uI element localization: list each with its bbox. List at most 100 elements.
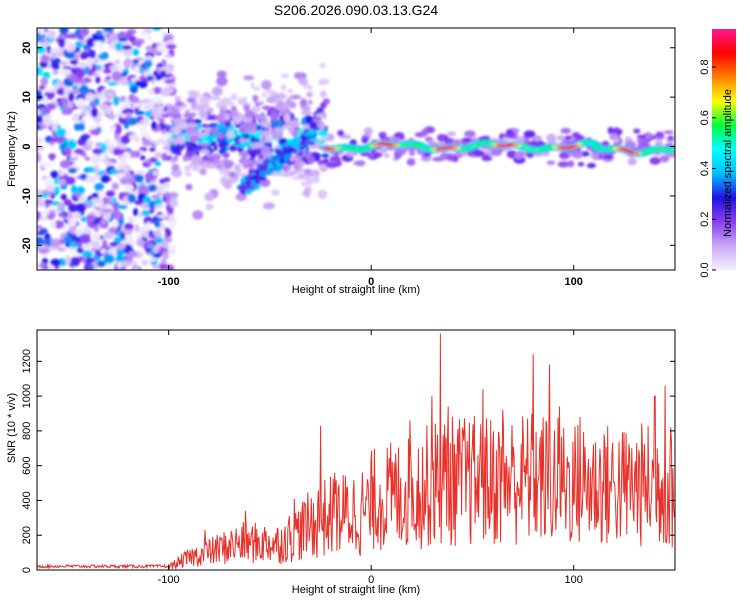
noise-blob bbox=[49, 220, 57, 229]
noise-blob bbox=[44, 86, 55, 93]
onset-blob bbox=[239, 142, 247, 149]
onset-blob bbox=[184, 172, 192, 177]
onset-blob bbox=[200, 123, 210, 128]
branch-blob bbox=[309, 137, 317, 142]
noise-blob bbox=[154, 161, 162, 167]
noise-blob bbox=[143, 117, 150, 127]
noise-blob bbox=[98, 44, 105, 50]
noise-blob bbox=[113, 237, 122, 244]
noise-blob bbox=[68, 92, 75, 102]
noise-blob bbox=[154, 197, 163, 206]
noise-blob bbox=[60, 193, 67, 201]
signal-halo bbox=[353, 160, 366, 166]
signal-halo bbox=[446, 153, 455, 162]
noise-blob bbox=[112, 201, 120, 211]
noise-blob bbox=[142, 140, 152, 147]
onset-blob bbox=[254, 86, 261, 91]
onset-blob bbox=[193, 119, 202, 124]
onset-blob bbox=[308, 85, 313, 91]
signal-halo bbox=[462, 137, 472, 143]
spectrogram-x-axis-title: Height of straight line (km) bbox=[292, 284, 420, 296]
branch-blob bbox=[286, 161, 294, 166]
noise-blob bbox=[68, 203, 78, 213]
noise-blob bbox=[111, 182, 120, 191]
signal-halo bbox=[514, 151, 524, 160]
noise-blob bbox=[76, 247, 84, 254]
noise-blob bbox=[72, 113, 80, 122]
onset-halo bbox=[254, 102, 262, 107]
onset-blob bbox=[184, 164, 191, 173]
spectrogram-y-tick-label: 0 bbox=[21, 143, 33, 149]
signal-halo bbox=[558, 151, 570, 160]
branch-blob bbox=[262, 159, 270, 165]
noise-blob bbox=[123, 227, 133, 236]
noise-blob bbox=[136, 239, 145, 246]
signal-halo bbox=[557, 161, 570, 168]
snr-y-tick-label: 1000 bbox=[21, 384, 33, 408]
noise-blob bbox=[164, 78, 175, 84]
noise-blob bbox=[86, 242, 94, 250]
onset-halo bbox=[307, 155, 315, 165]
onset-blob bbox=[282, 172, 291, 178]
signal-halo bbox=[378, 131, 387, 138]
noise-blob bbox=[86, 37, 97, 47]
noise-blob bbox=[100, 218, 107, 226]
noise-blob bbox=[144, 132, 151, 140]
onset-blob bbox=[293, 176, 298, 181]
noise-blob bbox=[90, 129, 99, 135]
noise-blob bbox=[154, 229, 162, 238]
branch-blob bbox=[249, 176, 256, 181]
noise-blob bbox=[88, 167, 96, 173]
noise-blob bbox=[140, 98, 151, 104]
noise-blob bbox=[105, 262, 113, 270]
noise-blob bbox=[163, 87, 175, 94]
noise-blob bbox=[139, 30, 147, 37]
noise-blob bbox=[160, 258, 167, 265]
signal-halo bbox=[391, 137, 402, 142]
noise-blob bbox=[127, 193, 136, 203]
onset-halo bbox=[216, 70, 227, 78]
spectrogram-y-tick-label: 20 bbox=[21, 42, 33, 54]
noise-blob bbox=[106, 140, 115, 148]
noise-blob bbox=[165, 53, 172, 59]
signal-halo bbox=[383, 153, 390, 158]
noise-blob bbox=[157, 214, 167, 219]
noise-blob bbox=[127, 234, 134, 243]
noise-blob bbox=[59, 28, 69, 35]
snr-x-axis-title: Height of straight line (km) bbox=[292, 584, 420, 596]
noise-blob bbox=[52, 70, 59, 75]
onset-halo bbox=[204, 127, 211, 136]
snr-y-tick-label: 800 bbox=[21, 422, 33, 440]
noise-blob bbox=[86, 70, 94, 76]
snr-y-tick-label: 0 bbox=[21, 567, 33, 573]
signal-halo bbox=[659, 154, 670, 163]
onset-blob bbox=[276, 119, 282, 127]
noise-blob bbox=[97, 111, 103, 121]
noise-blob bbox=[42, 95, 48, 104]
snr-panel: -100 0 100 0 200 400 600 800 1000 1200 Height of… bbox=[6, 329, 676, 596]
onset-blob bbox=[254, 148, 260, 155]
onset-halo bbox=[223, 160, 233, 169]
onset-halo bbox=[261, 80, 272, 90]
onset-halo bbox=[246, 129, 258, 134]
spectrogram-y-tick-label: -20 bbox=[21, 237, 33, 253]
onset-halo bbox=[173, 126, 180, 135]
noise-blob bbox=[159, 117, 165, 125]
onset-blob bbox=[185, 150, 194, 158]
onset-halo bbox=[228, 171, 236, 179]
onset-halo bbox=[300, 110, 313, 116]
onset-halo bbox=[290, 94, 302, 100]
noise-blob bbox=[142, 230, 149, 238]
noise-blob bbox=[109, 124, 116, 131]
noise-blob bbox=[97, 94, 105, 100]
onset-halo bbox=[204, 192, 215, 202]
onset-halo bbox=[199, 168, 207, 176]
noise-blob bbox=[37, 195, 42, 203]
noise-blob bbox=[103, 253, 115, 264]
noise-blob bbox=[98, 190, 105, 200]
noise-blob bbox=[69, 241, 78, 249]
noise-blob bbox=[126, 111, 132, 118]
onset-blob bbox=[321, 153, 330, 158]
noise-blob bbox=[44, 199, 54, 205]
onset-blob bbox=[243, 105, 250, 112]
